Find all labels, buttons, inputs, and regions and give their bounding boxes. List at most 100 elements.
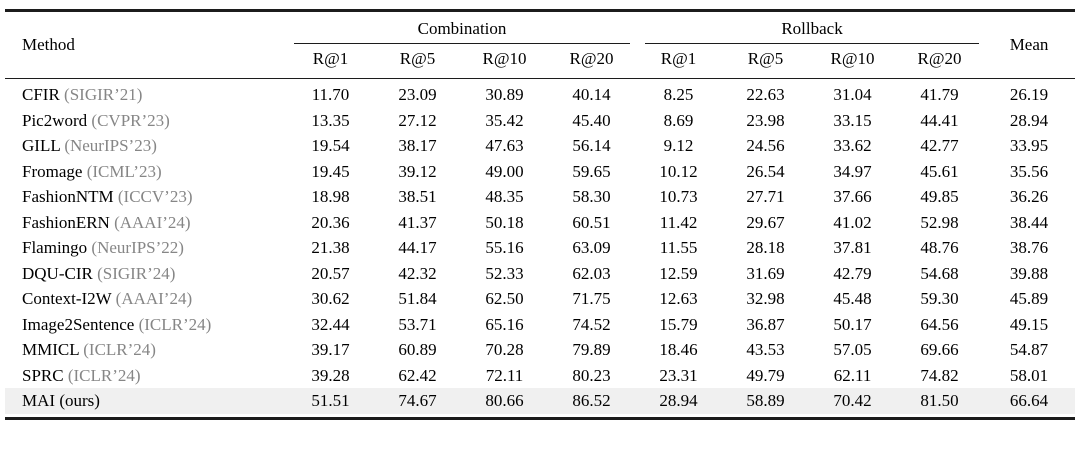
column-header-combination-r20: R@20 [548,44,636,79]
cell-rollback-r20: 81.50 [920,391,959,410]
table-header: Method Combination Rollback Mean R@1 R@5 R… [5,12,1076,79]
cell-combination-r10: 47.63 [485,136,524,155]
cell-rollback-r10: 37.81 [833,238,872,257]
cell-mean: 39.88 [1009,263,1049,283]
table-row-ours: MAI (ours) 51.51 74.67 80.66 86.52 28.94 58.89… [5,388,1076,414]
cell-mean: 54.87 [1009,340,1049,359]
cell-combination-r5: 41.37 [398,212,437,232]
venue-label: (ICLR’24) [79,340,156,359]
method-name: Fromage [22,161,83,181]
venue-label: (AAAI’24) [109,212,191,232]
table-row: Pic2word (CVPR’23) 13.35 27.12 35.42 45.40 8.… [5,108,1075,134]
table-row: GILL (NeurIPS’23) 19.54 38.17 47.63 56.14 9.1… [5,133,1075,159]
cell-rollback-r10: 42.79 [833,263,872,283]
cell-combination-r5: 39.12 [398,161,437,181]
column-header-method: Method [5,12,287,79]
cell-combination-r20: 74.52 [572,314,611,334]
table-row: SPRC (ICLR’24) 39.28 62.42 72.11 80.23 23.31 4… [5,363,1075,389]
venue-label: (NeurIPS’23) [60,136,157,155]
cell-combination-r20: 71.75 [572,289,611,308]
venue-label: (NeurIPS’22) [87,238,184,257]
venue-label: (ICLR’24) [63,365,141,385]
column-group-combination: Combination [287,12,635,44]
table-top-rule [5,9,1075,12]
cell-rollback-r10: 31.04 [833,85,872,104]
cell-rollback-r20: 45.61 [920,161,959,181]
method-cell: Flamingo (NeurIPS’22) [5,235,287,261]
cell-combination-r10: 35.42 [485,110,524,130]
cell-combination-r10: 65.16 [485,314,524,334]
method-name: Pic2word [22,110,88,130]
cell-combination-r20: 58.30 [572,187,611,206]
cell-rollback-r5: 29.67 [746,212,785,232]
cell-rollback-r1: 11.42 [659,212,698,232]
cell-rollback-r10: 50.17 [833,314,872,334]
cell-combination-r10: 80.66 [485,391,524,410]
cell-combination-r10: 49.00 [485,161,524,181]
venue-label: (SIGIR’24) [92,263,176,283]
cell-rollback-r5: 36.87 [746,314,785,334]
table-row: DQU-CIR (SIGIR’24) 20.57 42.32 52.33 62.03 12… [5,261,1075,287]
cell-rollback-r1: 12.63 [659,289,698,308]
cell-mean: 45.89 [1009,289,1049,308]
cell-combination-r1: 30.62 [311,289,350,308]
method-name: DQU-CIR [22,263,93,283]
cell-rollback-r10: 33.62 [833,136,872,155]
method-name: FashionNTM [22,187,114,206]
cell-rollback-r20: 52.98 [920,212,959,232]
cell-mean: 66.64 [1009,391,1049,410]
header-row-recall-metrics: R@1 R@5 R@10 R@20 R@1 R@5 R@10 R@20 [5,44,1075,79]
cell-combination-r5: 60.89 [398,340,437,359]
column-group-rollback: Rollback [635,12,983,44]
cell-rollback-r1: 23.31 [659,365,698,385]
venue-label: (ICML’23) [82,161,162,181]
cell-combination-r1: 39.17 [311,340,350,359]
cell-combination-r20: 59.65 [572,161,611,181]
cell-rollback-r1: 12.59 [659,263,698,283]
cell-rollback-r5: 23.98 [746,110,785,130]
method-name: MAI [22,391,56,410]
table-row: FashionNTM (ICCV’23) 18.98 38.51 48.35 58.30… [5,184,1075,210]
method-name: GILL [22,136,61,155]
cell-combination-r5: 23.09 [398,85,437,104]
cell-rollback-r1: 11.55 [659,238,698,257]
table-row: CFIR (SIGIR’21) 11.70 23.09 30.89 40.14 8.25 2… [5,79,1075,108]
cell-combination-r10: 52.33 [485,263,524,283]
cell-combination-r5: 27.12 [398,110,437,130]
cell-rollback-r5: 27.71 [746,187,785,206]
method-cell: Context-I2W (AAAI’24) [5,286,287,312]
cell-rollback-r1: 15.79 [659,314,698,334]
cell-rollback-r20: 49.85 [920,187,959,206]
cell-mean: 35.56 [1009,161,1049,181]
table-bottom-rule [5,416,1075,420]
cell-rollback-r5: 26.54 [746,161,785,181]
column-header-combination-r1: R@1 [287,44,374,79]
method-cell: Fromage (ICML’23) [5,159,287,185]
rollback-group-label: Rollback [645,19,980,44]
cell-rollback-r20: 59.30 [920,289,959,308]
cell-combination-r1: 11.70 [311,85,350,104]
cell-combination-r20: 56.14 [572,136,611,155]
cell-combination-r5: 51.84 [398,289,437,308]
cell-combination-r1: 32.44 [311,314,350,334]
cell-combination-r1: 51.51 [311,391,350,410]
cell-combination-r1: 39.28 [311,365,350,385]
cell-combination-r5: 62.42 [398,365,437,385]
cell-rollback-r1: 8.69 [663,110,694,130]
column-header-combination-r10: R@10 [461,44,548,79]
cell-mean: 58.01 [1009,365,1049,385]
method-cell: FashionERN (AAAI’24) [5,210,287,236]
cell-combination-r20: 62.03 [572,263,611,283]
cell-rollback-r20: 54.68 [920,263,959,283]
cell-rollback-r5: 22.63 [746,85,785,104]
method-name: Context-I2W [22,289,112,308]
method-name: Flamingo [22,238,88,257]
cell-combination-r20: 80.23 [572,365,611,385]
cell-mean: 38.76 [1009,238,1049,257]
method-cell: SPRC (ICLR’24) [5,363,287,389]
column-header-combination-r5: R@5 [374,44,461,79]
cell-rollback-r1: 9.12 [663,136,694,155]
cell-combination-r10: 50.18 [485,212,524,232]
cell-combination-r1: 19.54 [311,136,350,155]
cell-combination-r1: 18.98 [311,187,350,206]
